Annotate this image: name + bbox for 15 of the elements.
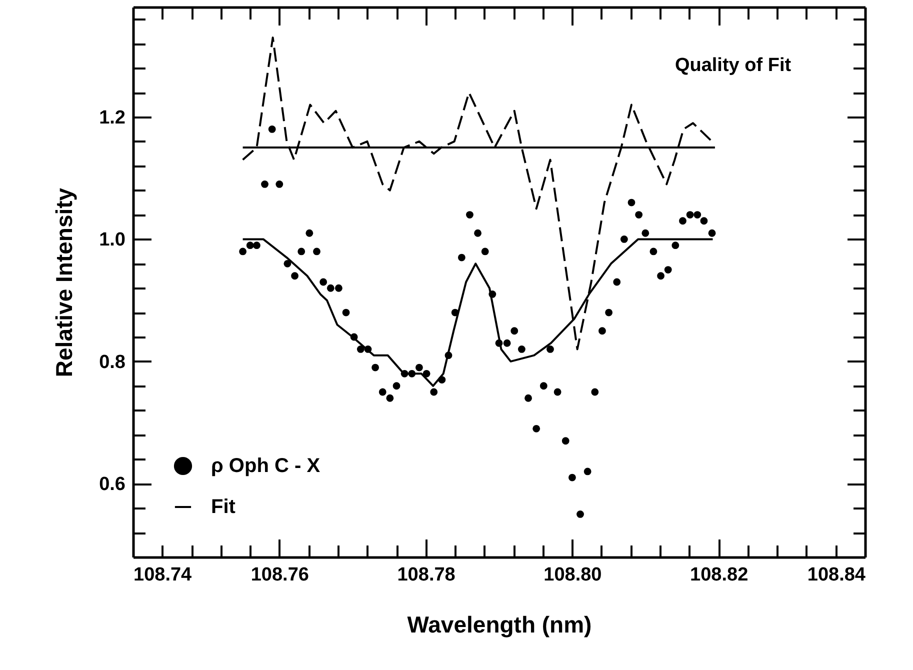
- x-tick-label: 108.74: [134, 564, 192, 586]
- x-axis-title: Wavelength (nm): [407, 612, 592, 638]
- x-tick-label: 108.84: [807, 564, 866, 586]
- x-tick-label: 108.78: [397, 564, 456, 586]
- y-tick-label: 0.8: [99, 352, 126, 373]
- y-tick-label: 0.6: [99, 474, 126, 496]
- annotation: Quality of Fit: [674, 55, 792, 76]
- y-axis-title: Relative Intensity: [51, 188, 78, 378]
- legend-label: ρ Oph C - X: [211, 455, 321, 477]
- y-tick-label: 1.2: [99, 108, 126, 128]
- y-tick-label: 1.0: [99, 230, 126, 251]
- x-tick-label: 108.82: [690, 564, 748, 586]
- x-tick-label: 108.76: [250, 564, 309, 586]
- legend-label: Fit: [211, 496, 236, 518]
- x-tick-label: 108.80: [544, 564, 602, 586]
